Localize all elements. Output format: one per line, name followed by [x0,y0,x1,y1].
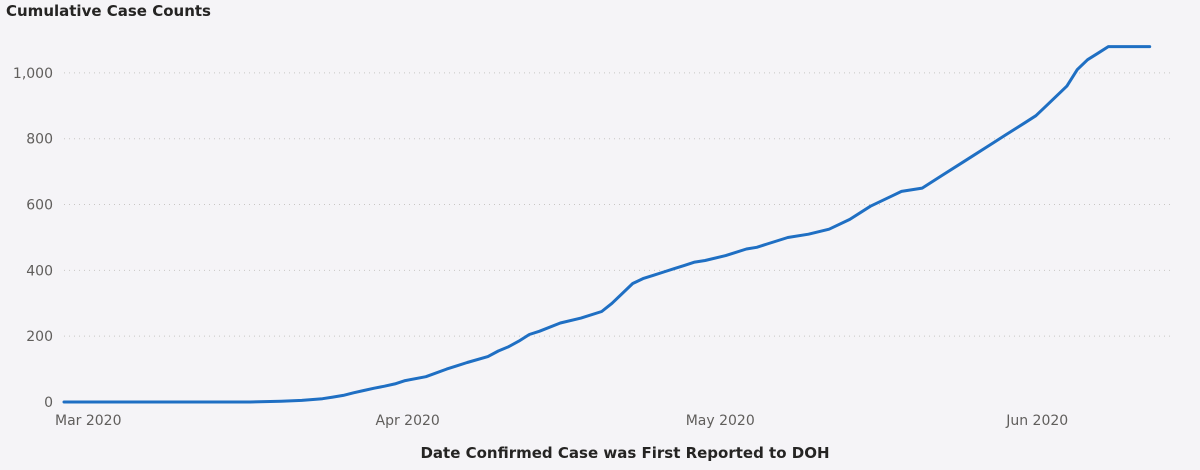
y-tick-label: 400 [26,263,53,279]
y-tick-label: 800 [26,132,53,148]
y-axis-tick-labels: 0 200 400 600 800 1,000 [13,66,53,411]
x-tick-label: Apr 2020 [376,413,440,429]
series-line [62,45,1152,404]
x-tick-label: Jun 2020 [1005,413,1068,429]
y-tick-label: 1,000 [13,66,53,82]
x-axis-tick-labels: Mar 2020 Apr 2020 May 2020 Jun 2020 [55,413,1068,429]
x-axis-title: Date Confirmed Case was First Reported t… [420,444,829,462]
chart-title: Cumulative Case Counts [6,2,211,20]
x-tick-label: Mar 2020 [55,413,122,429]
y-tick-label: 0 [44,395,53,411]
x-tick-label: May 2020 [686,413,755,429]
series-lines [62,45,1152,404]
y-tick-label: 600 [26,198,53,214]
y-tick-label: 200 [26,329,53,345]
